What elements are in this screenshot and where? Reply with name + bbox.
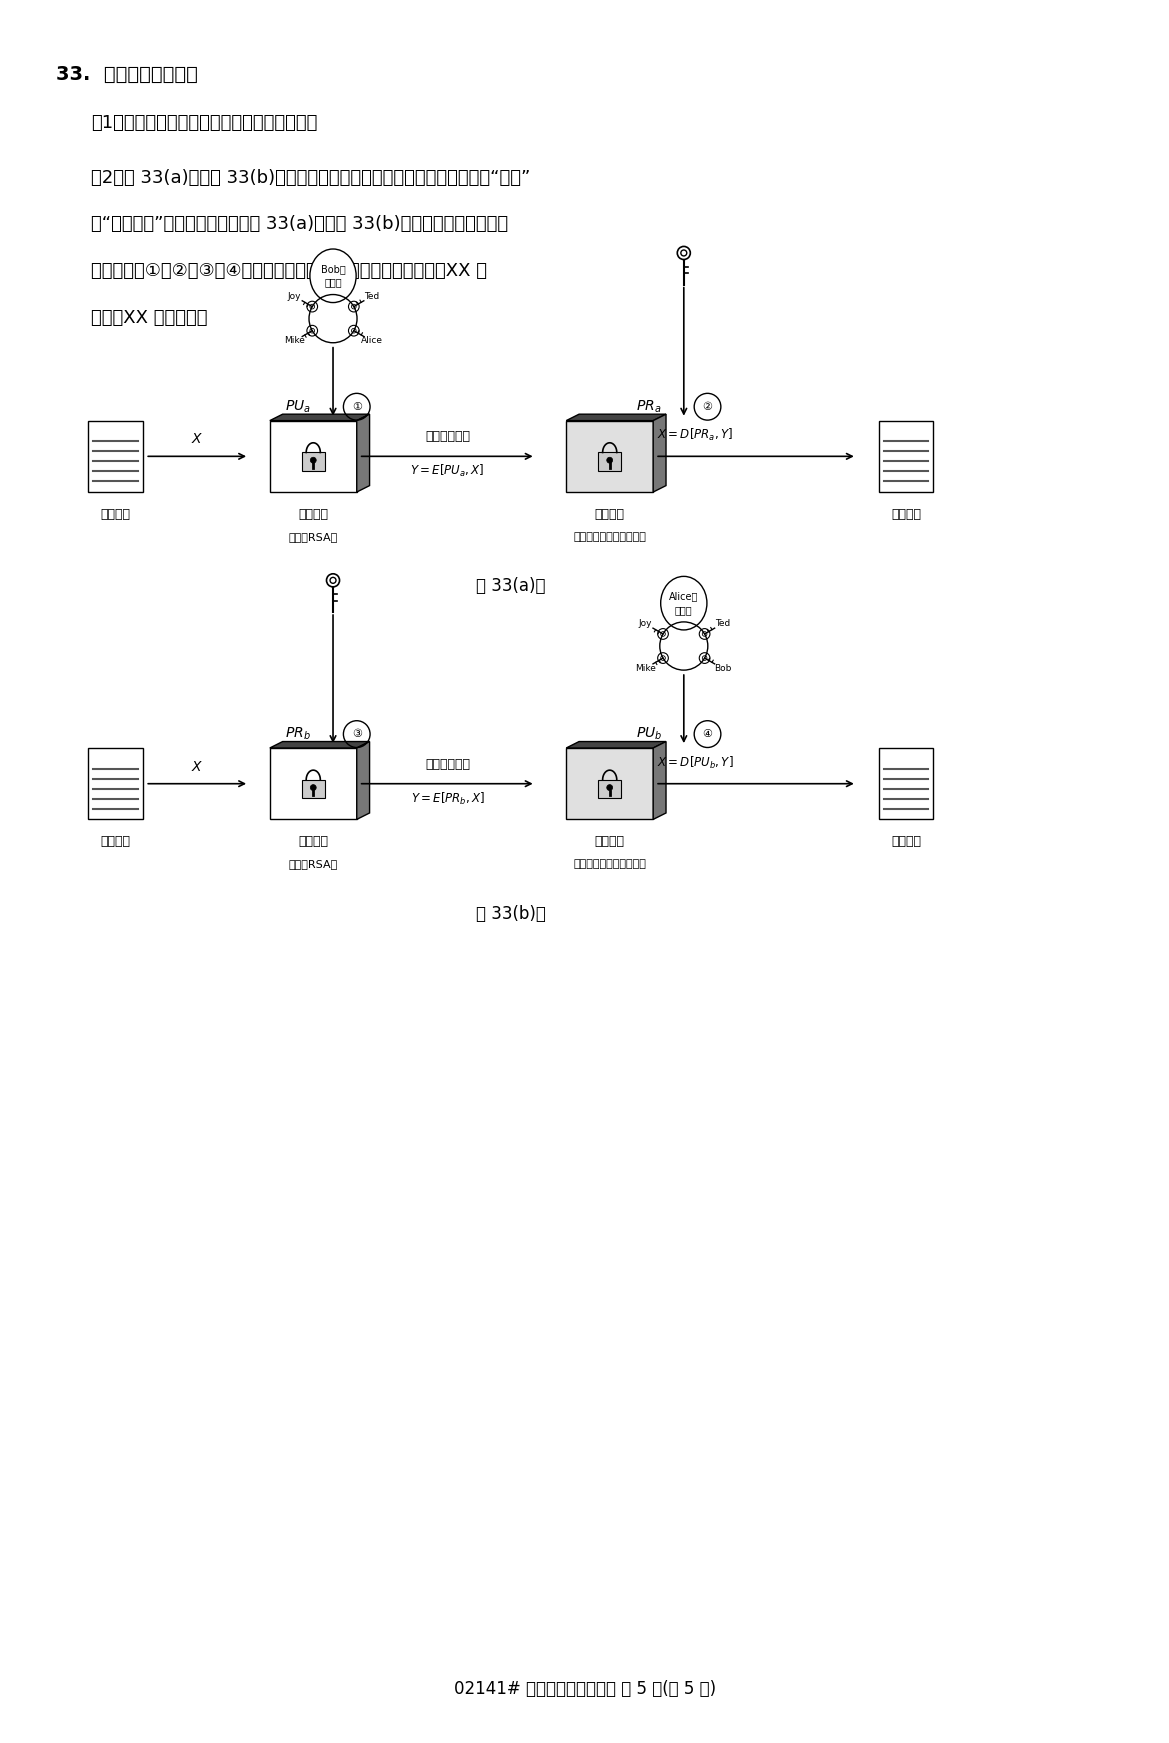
Polygon shape: [566, 415, 666, 420]
Polygon shape: [653, 741, 666, 819]
Circle shape: [310, 784, 317, 791]
Text: $PR_b$: $PR_b$: [284, 725, 310, 743]
Polygon shape: [270, 741, 369, 748]
Text: 明文输入: 明文输入: [101, 507, 131, 521]
Polygon shape: [270, 415, 369, 420]
Text: 02141# 计算机网络技术试题 第 5 页(共 5 页): 02141# 计算机网络技术试题 第 5 页(共 5 页): [454, 1680, 717, 1698]
Text: Mike: Mike: [284, 336, 305, 345]
Text: 解密算法: 解密算法: [595, 507, 624, 521]
Text: $PR_a$: $PR_a$: [636, 399, 662, 415]
Polygon shape: [653, 415, 666, 492]
Polygon shape: [357, 415, 369, 492]
Circle shape: [607, 457, 613, 464]
Polygon shape: [599, 453, 621, 471]
Polygon shape: [566, 741, 666, 748]
Circle shape: [310, 457, 317, 464]
Ellipse shape: [660, 577, 707, 629]
Text: （例如RSA）: （例如RSA）: [289, 532, 338, 542]
Text: ④: ④: [703, 729, 713, 739]
Text: 33.  请回答下面问题：: 33. 请回答下面问题：: [56, 64, 199, 84]
Text: （加密算法的逆向执行）: （加密算法的逆向执行）: [573, 859, 646, 870]
Text: 并写出图中①、②、③、④处的密鑰所属的用户名和密鑰类型（例如：XX 的: 并写出图中①、②、③、④处的密鑰所属的用户名和密鑰类型（例如：XX 的: [91, 261, 487, 281]
Text: $PU_b$: $PU_b$: [636, 725, 662, 743]
Polygon shape: [89, 420, 143, 492]
Text: Alice的
公鑰环: Alice的 公鑰环: [669, 591, 699, 615]
Polygon shape: [270, 748, 357, 819]
Polygon shape: [879, 748, 933, 819]
Text: 被传输的密文: 被传输的密文: [426, 758, 470, 770]
Circle shape: [607, 784, 613, 791]
Text: ①: ①: [352, 401, 361, 411]
Polygon shape: [879, 420, 933, 492]
Text: Joy: Joy: [638, 619, 652, 627]
Text: X: X: [192, 760, 201, 774]
Polygon shape: [302, 453, 325, 471]
Text: Bob的
公鑰环: Bob的 公鑰环: [320, 265, 345, 288]
Text: （1）非对称密鑰密码体制的主要特点是什么？: （1）非对称密鑰密码体制的主要特点是什么？: [91, 113, 317, 132]
Polygon shape: [302, 779, 325, 798]
Text: 加密算法: 加密算法: [298, 507, 328, 521]
Text: Mike: Mike: [635, 664, 656, 673]
Text: Alice: Alice: [360, 336, 382, 345]
Text: 题 33(a)图: 题 33(a)图: [476, 577, 546, 596]
Text: $X=D[PU_b, Y]$: $X=D[PU_b, Y]$: [657, 755, 734, 770]
Text: Joy: Joy: [288, 291, 302, 302]
Text: 加密算法: 加密算法: [298, 835, 328, 849]
Text: 和“数字签名”的示意图。请写出题 33(a)图、题 33(b)图分别对应哪个应用，: 和“数字签名”的示意图。请写出题 33(a)图、题 33(b)图分别对应哪个应用…: [91, 216, 509, 234]
Text: （2）题 33(a)图、题 33(b)图是非对称密鑰密码体制产生的两个主要应用“加密”: （2）题 33(a)图、题 33(b)图是非对称密鑰密码体制产生的两个主要应用“…: [91, 169, 531, 187]
Text: 明文输出: 明文输出: [891, 507, 921, 521]
Polygon shape: [566, 748, 653, 819]
Polygon shape: [89, 748, 143, 819]
Text: （例如RSA）: （例如RSA）: [289, 859, 338, 870]
Text: 题 33(b)图: 题 33(b)图: [476, 905, 546, 922]
Text: Ted: Ted: [714, 619, 729, 627]
Text: $PU_a$: $PU_a$: [285, 399, 311, 415]
Polygon shape: [357, 741, 369, 819]
Text: 明文输入: 明文输入: [101, 835, 131, 849]
Polygon shape: [599, 779, 621, 798]
Text: 解密算法: 解密算法: [595, 835, 624, 849]
Text: 公鑰、XX 的私鑰）。: 公鑰、XX 的私鑰）。: [91, 309, 207, 326]
Text: 明文输出: 明文输出: [891, 835, 921, 849]
Text: $Y=E[PU_a, X]$: $Y=E[PU_a, X]$: [410, 464, 485, 479]
Text: Ted: Ted: [364, 291, 379, 302]
Text: （加密算法的逆向执行）: （加密算法的逆向执行）: [573, 532, 646, 542]
Ellipse shape: [310, 249, 357, 303]
Text: 被传输的密文: 被传输的密文: [426, 431, 470, 443]
Polygon shape: [566, 420, 653, 492]
Text: ②: ②: [703, 401, 713, 411]
Text: $X=D[PR_a, Y]$: $X=D[PR_a, Y]$: [657, 427, 733, 443]
Polygon shape: [270, 420, 357, 492]
Text: Bob: Bob: [713, 664, 731, 673]
Text: $Y=E[PR_b, X]$: $Y=E[PR_b, X]$: [410, 791, 485, 807]
Text: ③: ③: [352, 729, 361, 739]
Text: X: X: [192, 432, 201, 446]
